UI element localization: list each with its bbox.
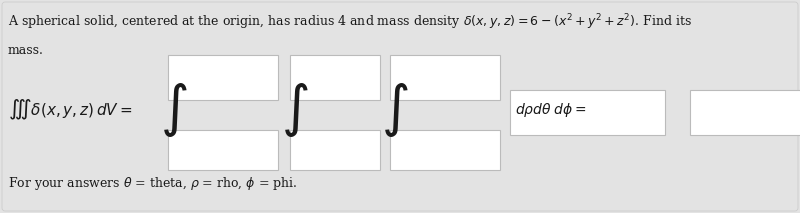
Bar [690,90,800,135]
Bar [510,90,665,135]
Bar [168,130,278,170]
Text: mass.: mass. [8,44,44,57]
FancyBboxPatch shape [2,2,798,211]
Text: $\int$: $\int$ [281,81,309,139]
Text: For your answers $\theta$ = theta, $\rho$ = rho, $\phi$ = phi.: For your answers $\theta$ = theta, $\rho… [8,174,298,191]
Bar [290,55,380,100]
Bar [168,55,278,100]
Bar [390,130,500,170]
Bar [390,55,500,100]
Text: A spherical solid, centered at the origin, has radius 4 and mass density $\delta: A spherical solid, centered at the origi… [8,12,692,32]
Text: $d\rho d\theta\; d\phi =$: $d\rho d\theta\; d\phi =$ [515,101,586,119]
Text: $\int$: $\int$ [160,81,187,139]
Bar [290,130,380,170]
Text: $\int$: $\int$ [381,81,409,139]
Text: $\iiint \delta(x,y,z)\, dV =$: $\iiint \delta(x,y,z)\, dV =$ [8,98,132,122]
